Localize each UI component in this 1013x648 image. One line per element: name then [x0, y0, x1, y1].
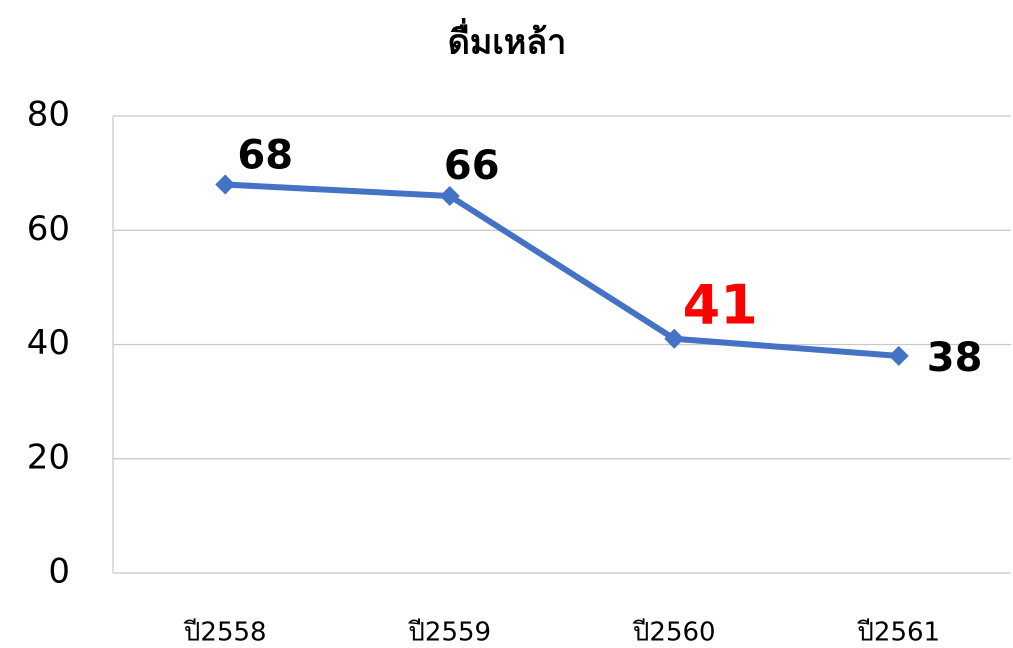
data-label: 38: [927, 335, 983, 381]
marker: [888, 345, 909, 366]
y-tick-label: 60: [27, 209, 70, 249]
line: [225, 181, 899, 359]
x-tick-label: ปี2561: [856, 618, 940, 648]
marker: [439, 185, 460, 206]
y-tick-label: 20: [27, 437, 70, 477]
y-tick-label: 0: [48, 552, 70, 592]
data-label: 41: [683, 273, 758, 336]
x-tick-label: ปี2558: [183, 618, 267, 648]
x-tick-label: ปี2559: [407, 618, 491, 648]
data-label: 66: [444, 143, 500, 189]
x-tick-label: ปี2560: [632, 618, 716, 648]
y-tick-label: 40: [27, 323, 70, 363]
chart-title: ดื่มเหล้า: [448, 18, 566, 63]
marker: [664, 328, 685, 349]
marker: [215, 174, 236, 195]
data-label: 68: [237, 133, 293, 179]
y-tick-label: 80: [27, 95, 70, 135]
